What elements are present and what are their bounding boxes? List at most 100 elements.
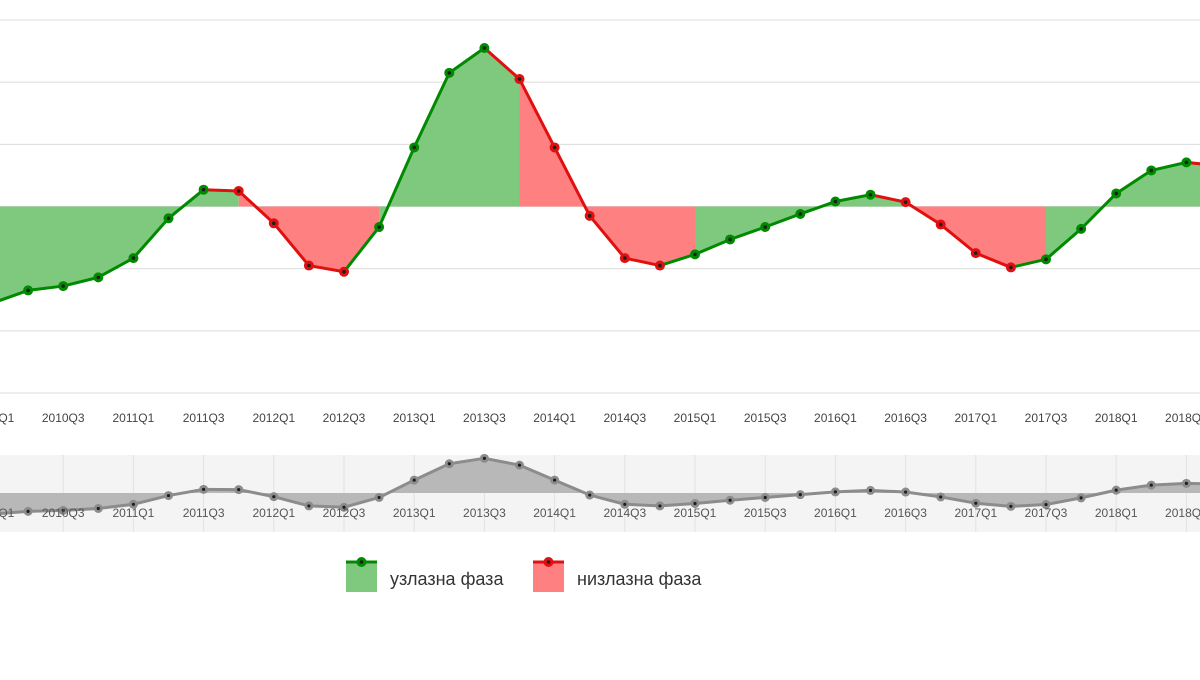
navigator-point-center bbox=[307, 504, 310, 507]
x-tick-label: 2010Q1 bbox=[0, 411, 15, 425]
data-point[interactable] bbox=[374, 222, 384, 232]
navigator-line-segment bbox=[1151, 483, 1186, 485]
navigator-line-segment bbox=[871, 490, 906, 492]
legend-item-up[interactable]: узлазна фаза bbox=[346, 557, 504, 592]
data-point[interactable] bbox=[866, 190, 876, 200]
data-point-center bbox=[623, 256, 627, 260]
x-tick-label: 2018Q3 bbox=[1165, 411, 1200, 425]
data-point[interactable] bbox=[234, 186, 244, 196]
data-point[interactable] bbox=[269, 218, 279, 228]
navigator-point-center bbox=[1009, 505, 1012, 508]
data-point[interactable] bbox=[93, 272, 103, 282]
data-point[interactable] bbox=[1006, 262, 1016, 272]
data-point[interactable] bbox=[23, 285, 33, 295]
navigator-point-center bbox=[448, 462, 451, 465]
data-point-center bbox=[658, 264, 662, 268]
x-tick-label: 2013Q3 bbox=[463, 411, 506, 425]
data-point-center bbox=[693, 253, 697, 257]
navigator-tick-label: 2014Q1 bbox=[533, 506, 576, 520]
navigator-point-center bbox=[413, 478, 416, 481]
navigator-point-center bbox=[272, 495, 275, 498]
data-point[interactable] bbox=[936, 220, 946, 230]
x-tick-label: 2012Q3 bbox=[323, 411, 366, 425]
data-point[interactable] bbox=[1146, 165, 1156, 175]
data-point[interactable] bbox=[620, 253, 630, 263]
data-point-center bbox=[483, 46, 487, 50]
navigator-tick-label: 2012Q1 bbox=[252, 506, 295, 520]
data-point[interactable] bbox=[585, 211, 595, 221]
navigator-point-center bbox=[974, 502, 977, 505]
legend-up-swatch bbox=[346, 563, 377, 592]
navigator-tick-label: 2010Q3 bbox=[42, 506, 85, 520]
data-point[interactable] bbox=[550, 142, 560, 152]
x-tick-label: 2017Q1 bbox=[954, 411, 997, 425]
data-point[interactable] bbox=[901, 197, 911, 207]
legend-down-label: низлазна фаза bbox=[577, 569, 702, 589]
data-point-center bbox=[763, 225, 767, 229]
data-point-center bbox=[869, 193, 873, 197]
data-point-center bbox=[834, 200, 838, 204]
data-point-center bbox=[1150, 169, 1154, 173]
navigator-point-center bbox=[518, 464, 521, 467]
x-tick-label: 2011Q1 bbox=[112, 411, 154, 425]
legend-item-down[interactable]: низлазна фаза bbox=[533, 557, 702, 592]
navigator-point-center bbox=[378, 496, 381, 499]
data-point-center bbox=[412, 146, 416, 150]
data-point[interactable] bbox=[515, 74, 525, 84]
data-point[interactable] bbox=[1076, 224, 1086, 234]
navigator-tick-label: 2010Q1 bbox=[0, 506, 15, 520]
data-point-center bbox=[939, 223, 943, 227]
data-point[interactable] bbox=[339, 267, 349, 277]
data-point[interactable] bbox=[655, 261, 665, 271]
navigator-point-center bbox=[693, 502, 696, 505]
data-point-center bbox=[974, 251, 978, 255]
navigator-point-center bbox=[904, 490, 907, 493]
data-point[interactable] bbox=[479, 43, 489, 53]
data-point-center bbox=[132, 256, 136, 260]
navigator-point-center bbox=[483, 457, 486, 460]
data-point[interactable] bbox=[725, 234, 735, 244]
navigator-point-center bbox=[799, 493, 802, 496]
data-point[interactable] bbox=[1041, 254, 1051, 264]
navigator-point-center bbox=[1185, 482, 1188, 485]
data-point-center bbox=[237, 189, 241, 193]
x-tick-label: 2016Q3 bbox=[884, 411, 927, 425]
data-point-center bbox=[61, 284, 65, 288]
data-point[interactable] bbox=[795, 209, 805, 219]
data-point[interactable] bbox=[128, 253, 138, 263]
navigator-point-center bbox=[553, 478, 556, 481]
data-point[interactable] bbox=[1111, 188, 1121, 198]
x-tick-label: 2018Q1 bbox=[1095, 411, 1138, 425]
data-point[interactable] bbox=[304, 261, 314, 271]
data-point[interactable] bbox=[760, 222, 770, 232]
navigator[interactable]: 2010Q12010Q32011Q12011Q32012Q12012Q32013… bbox=[0, 454, 1200, 532]
x-tick-label: 2016Q1 bbox=[814, 411, 857, 425]
legend-up-marker-dot bbox=[360, 560, 364, 564]
data-point[interactable] bbox=[199, 185, 209, 195]
navigator-tick-label: 2017Q1 bbox=[954, 506, 997, 520]
navigator-tick-label: 2016Q3 bbox=[884, 506, 927, 520]
data-point[interactable] bbox=[409, 142, 419, 152]
x-tick-label: 2013Q1 bbox=[393, 411, 436, 425]
data-point[interactable] bbox=[58, 281, 68, 291]
data-point[interactable] bbox=[444, 68, 454, 78]
navigator-point-center bbox=[27, 510, 30, 513]
x-axis-labels: 2010Q12010Q32011Q12011Q32012Q12012Q32013… bbox=[0, 411, 1200, 425]
series-line bbox=[0, 48, 1200, 303]
data-point[interactable] bbox=[1181, 157, 1191, 167]
navigator-line-segment bbox=[835, 490, 870, 491]
x-tick-label: 2015Q3 bbox=[744, 411, 787, 425]
data-point[interactable] bbox=[690, 249, 700, 259]
data-point-center bbox=[1009, 266, 1013, 270]
data-point[interactable] bbox=[830, 197, 840, 207]
x-tick-label: 2015Q1 bbox=[674, 411, 717, 425]
data-point[interactable] bbox=[971, 248, 981, 258]
navigator-tick-label: 2013Q1 bbox=[393, 506, 436, 520]
data-point-center bbox=[377, 225, 381, 229]
data-point[interactable] bbox=[164, 213, 174, 223]
navigator-tick-label: 2018Q3 bbox=[1165, 506, 1200, 520]
up-phase-area bbox=[695, 195, 906, 255]
down-phase-area bbox=[239, 191, 379, 272]
up-phase-area bbox=[1046, 162, 1200, 259]
data-point-center bbox=[272, 221, 276, 225]
